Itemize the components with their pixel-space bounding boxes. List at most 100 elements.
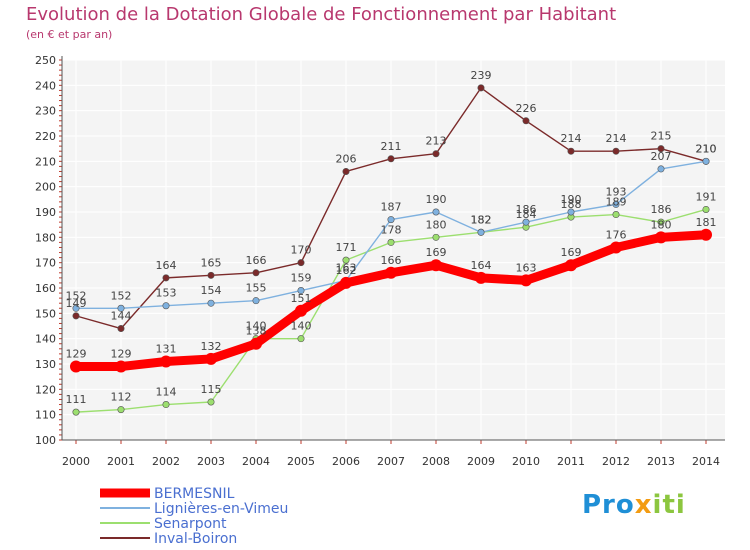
data-label: 149 xyxy=(66,297,87,310)
y-tick-label: 170 xyxy=(35,257,56,270)
data-label: 186 xyxy=(651,203,672,216)
data-label: 190 xyxy=(426,193,447,206)
y-tick-label: 150 xyxy=(35,307,56,320)
data-point xyxy=(657,165,665,173)
data-label: 182 xyxy=(471,213,492,226)
data-label: 131 xyxy=(156,342,177,355)
data-point xyxy=(162,302,170,310)
data-point xyxy=(612,147,620,155)
legend-label: Inval-Boiron xyxy=(154,531,237,547)
data-point xyxy=(702,157,710,165)
data-label: 166 xyxy=(246,254,267,267)
data-label: 171 xyxy=(336,241,357,254)
data-label: 226 xyxy=(516,102,537,115)
y-tick-label: 130 xyxy=(35,358,56,371)
data-label: 111 xyxy=(66,393,87,406)
legend-label: Lignières-en-Vimeu xyxy=(154,501,288,517)
data-label: 191 xyxy=(696,190,717,203)
data-label: 166 xyxy=(381,254,402,267)
data-point xyxy=(72,304,80,312)
data-point xyxy=(610,241,622,254)
data-point xyxy=(297,287,305,295)
data-label: 193 xyxy=(606,185,627,198)
data-point xyxy=(657,218,665,226)
x-tick-label: 2004 xyxy=(242,455,270,468)
data-point xyxy=(252,269,260,277)
data-point xyxy=(567,147,575,155)
x-tick-label: 2013 xyxy=(647,455,675,468)
data-point xyxy=(655,231,667,244)
y-tick-label: 180 xyxy=(35,231,56,244)
x-tick-label: 2002 xyxy=(152,455,180,468)
x-tick-label: 2010 xyxy=(512,455,540,468)
data-point xyxy=(295,304,307,317)
data-point xyxy=(567,208,575,216)
x-tick-label: 2003 xyxy=(197,455,225,468)
data-point xyxy=(387,216,395,224)
data-label: 181 xyxy=(696,216,717,229)
data-label: 112 xyxy=(111,391,132,404)
data-point xyxy=(387,155,395,163)
data-point xyxy=(72,312,80,320)
data-label: 182 xyxy=(471,213,492,226)
x-tick-label: 2009 xyxy=(467,455,495,468)
data-label: 170 xyxy=(291,244,312,257)
x-tick-label: 2000 xyxy=(62,455,90,468)
data-point xyxy=(612,211,620,219)
y-tick-label: 240 xyxy=(35,79,56,92)
data-label: 164 xyxy=(471,259,492,272)
data-label: 159 xyxy=(291,272,312,285)
data-point xyxy=(385,266,397,279)
y-tick-label: 230 xyxy=(35,105,56,118)
data-label: 162 xyxy=(336,264,357,277)
data-label: 132 xyxy=(201,340,222,353)
data-label: 187 xyxy=(381,201,402,214)
data-label: 178 xyxy=(381,223,402,236)
data-point xyxy=(657,145,665,153)
data-point xyxy=(475,271,487,284)
data-label: 210 xyxy=(696,142,717,155)
x-tick-label: 2005 xyxy=(287,455,315,468)
x-tick-label: 2012 xyxy=(602,455,630,468)
data-label: 180 xyxy=(651,218,672,231)
data-point xyxy=(162,401,170,409)
data-label: 207 xyxy=(651,150,672,163)
data-point xyxy=(702,205,710,213)
data-label: 154 xyxy=(201,284,222,297)
data-label: 163 xyxy=(516,261,537,274)
data-label: 152 xyxy=(66,289,87,302)
data-point xyxy=(477,84,485,92)
data-label: 214 xyxy=(606,132,627,145)
x-tick-label: 2007 xyxy=(377,455,405,468)
x-tick-label: 2006 xyxy=(332,455,360,468)
data-label: 215 xyxy=(651,130,672,143)
data-label: 153 xyxy=(156,287,177,300)
data-label: 239 xyxy=(471,69,492,82)
data-label: 114 xyxy=(156,386,177,399)
data-point xyxy=(115,360,127,373)
data-point xyxy=(340,276,352,289)
data-label: 151 xyxy=(291,292,312,305)
data-label: 129 xyxy=(111,348,132,361)
data-point xyxy=(117,325,125,333)
data-label: 129 xyxy=(66,348,87,361)
data-label: 190 xyxy=(561,193,582,206)
data-label: 214 xyxy=(561,132,582,145)
data-point xyxy=(117,406,125,414)
data-label: 186 xyxy=(516,203,537,216)
x-tick-label: 2011 xyxy=(557,455,585,468)
data-point xyxy=(432,150,440,158)
data-label: 210 xyxy=(696,142,717,155)
data-label: 176 xyxy=(606,228,627,241)
data-label: 163 xyxy=(336,261,357,274)
chart-subtitle: (en € et par an) xyxy=(26,28,113,41)
data-label: 164 xyxy=(156,259,177,272)
data-label: 169 xyxy=(426,246,447,259)
y-tick-label: 100 xyxy=(35,434,56,447)
data-label: 115 xyxy=(201,383,222,396)
data-point xyxy=(297,335,305,343)
data-label: 213 xyxy=(426,135,447,148)
data-label: 206 xyxy=(336,152,357,165)
